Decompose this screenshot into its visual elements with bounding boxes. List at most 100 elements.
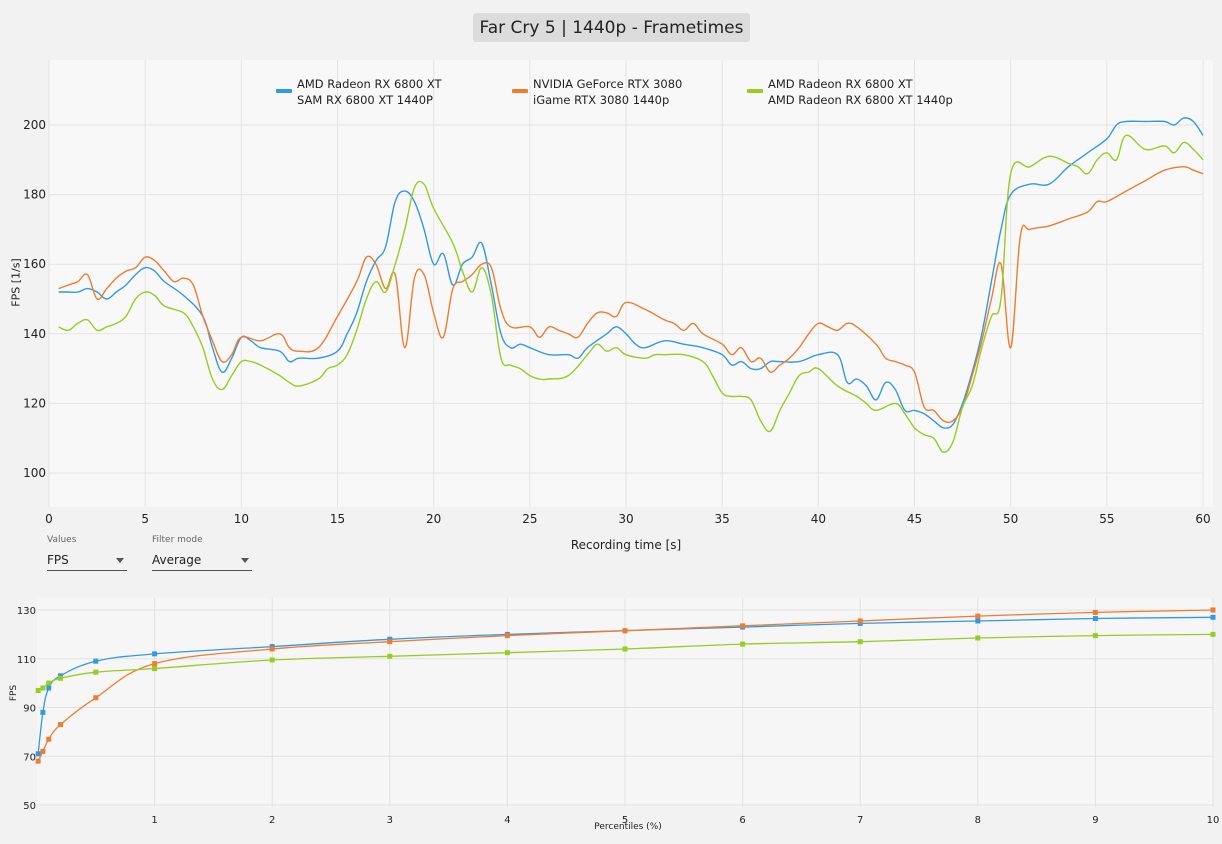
series-line-2 — [58, 134, 1204, 453]
x-tick-label: 0 — [45, 512, 53, 526]
percentile-marker — [975, 635, 981, 641]
x-tick-label: 9 — [1092, 815, 1098, 826]
percentile-x-axis-label: Percentiles (%) — [594, 822, 662, 832]
chevron-down-icon — [241, 557, 249, 563]
frametime-x-axis-label: Recording time [s] — [570, 538, 682, 552]
percentile-marker — [1092, 609, 1098, 615]
percentile-marker — [1210, 607, 1216, 613]
percentile-marker — [387, 653, 393, 659]
legend-swatch-blue — [276, 89, 292, 93]
series-line-0 — [58, 117, 1204, 429]
y-tick-label: 200 — [23, 118, 46, 132]
percentile-marker — [152, 661, 158, 667]
percentile-marker — [46, 736, 52, 742]
values-dropdown-group: Values FPS — [47, 535, 127, 571]
x-tick-label: 10 — [1207, 815, 1220, 826]
percentile-marker — [58, 675, 64, 681]
percentile-marker — [740, 623, 746, 629]
legend-sublabel-amd: AMD Radeon RX 6800 XT 1440p — [768, 93, 953, 107]
percentile-line-0 — [37, 616, 1214, 754]
legend-item-nvidia[interactable]: NVIDIA GeForce RTX 3080 iGame RTX 3080 1… — [512, 76, 682, 108]
percentile-marker — [152, 666, 158, 671]
legend-sublabel-amd-sam: SAM RX 6800 XT 1440P — [297, 93, 433, 107]
percentile-marker — [1092, 616, 1098, 622]
filter-dropdown-value: Average — [152, 553, 202, 567]
y-tick-label: 110 — [17, 655, 36, 666]
x-tick-label: 10 — [234, 512, 249, 526]
percentile-y-axis-label: FPS — [9, 684, 19, 702]
percentile-marker — [40, 709, 46, 715]
percentile-marker — [975, 618, 981, 624]
x-tick-label: 1 — [151, 815, 157, 826]
percentile-line-2 — [37, 633, 1214, 691]
x-tick-label: 3 — [387, 815, 393, 826]
percentile-marker — [93, 658, 99, 664]
percentile-marker — [40, 685, 46, 691]
frametime-plot-area — [49, 60, 1213, 507]
legend-swatch-green — [747, 89, 763, 93]
x-tick-label: 2 — [269, 815, 275, 826]
x-tick-label: 5 — [141, 512, 149, 526]
legend-label-amd-sam: AMD Radeon RX 6800 XT — [297, 77, 442, 91]
percentile-marker — [504, 633, 510, 639]
percentile-marker — [93, 695, 99, 701]
x-tick-label: 25 — [522, 512, 537, 526]
x-tick-label: 40 — [811, 512, 826, 526]
chevron-down-icon — [116, 557, 124, 563]
percentile-marker — [1210, 614, 1216, 620]
percentile-marker — [622, 628, 628, 634]
x-tick-label: 60 — [1195, 512, 1210, 526]
percentile-marker — [857, 618, 863, 624]
y-tick-label: 90 — [23, 704, 36, 715]
legend-label-nvidia: NVIDIA GeForce RTX 3080 — [533, 77, 683, 91]
y-tick-label: 130 — [17, 606, 36, 617]
values-dropdown-label: Values — [47, 535, 77, 545]
x-tick-label: 20 — [426, 512, 441, 526]
percentile-marker — [504, 650, 510, 656]
x-tick-label: 6 — [739, 815, 745, 826]
x-tick-label: 45 — [907, 512, 922, 526]
frametime-grid: 0 5 10 15 20 25 30 35 40 45 50 55 60 100 120 140 160 180 2… — [23, 60, 1211, 526]
filter-dropdown-label: Filter mode — [152, 535, 203, 545]
values-dropdown-value: FPS — [47, 553, 69, 567]
y-tick-label: 160 — [23, 257, 46, 271]
x-tick-label: 8 — [975, 815, 981, 826]
legend-sublabel-nvidia: iGame RTX 3080 1440p — [533, 93, 670, 107]
y-tick-label: 100 — [23, 466, 46, 480]
percentile-marker — [622, 646, 628, 652]
percentile-marker — [269, 657, 275, 663]
percentile-marker — [35, 687, 41, 693]
percentile-marker — [152, 651, 158, 657]
x-tick-label: 50 — [1003, 512, 1018, 526]
x-tick-label: 4 — [504, 815, 510, 826]
y-tick-label: 50 — [23, 801, 36, 812]
percentile-marker — [46, 685, 52, 691]
percentile-marker — [35, 751, 41, 757]
y-tick-label: 70 — [23, 752, 36, 763]
percentile-line-1 — [37, 609, 1214, 762]
x-tick-label: 5 — [622, 815, 628, 826]
y-tick-label: 140 — [23, 327, 46, 341]
percentile-marker — [1210, 631, 1216, 637]
percentile-marker — [35, 758, 41, 764]
filter-dropdown-group: Filter mode Average — [152, 535, 252, 571]
x-tick-label: 55 — [1099, 512, 1114, 526]
percentile-marker — [975, 613, 981, 619]
series-line-1 — [58, 166, 1204, 424]
percentile-marker — [387, 639, 393, 645]
chart-title: Far Cry 5 | 1440p - Frametimes — [473, 13, 750, 42]
percentile-marker — [46, 680, 52, 686]
percentile-marker — [40, 748, 46, 754]
percentile-marker — [93, 669, 99, 675]
percentile-marker — [58, 722, 64, 728]
percentile-marker — [857, 639, 863, 645]
legend-item-amd[interactable]: AMD Radeon RX 6800 XT AMD Radeon RX 6800… — [747, 76, 953, 108]
legend-item-amd-sam[interactable]: AMD Radeon RX 6800 XT SAM RX 6800 XT 144… — [276, 76, 442, 108]
filter-mode-dropdown[interactable]: Average — [152, 550, 252, 571]
y-tick-label: 120 — [23, 396, 46, 410]
percentile-grid: 1 2 3 4 5 6 7 8 9 10 50 70 90 110 130 — [17, 598, 1219, 826]
x-tick-label: 7 — [857, 815, 863, 826]
legend-label-amd: AMD Radeon RX 6800 XT — [768, 77, 913, 91]
values-dropdown[interactable]: FPS — [47, 550, 127, 571]
